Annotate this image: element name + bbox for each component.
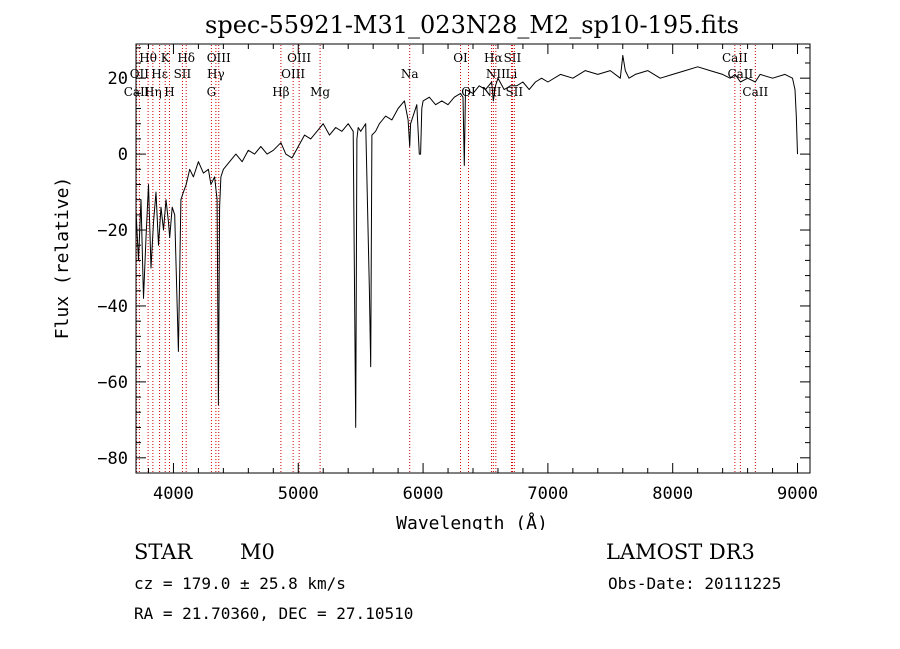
y-axis-label: Flux (relative) [52,177,73,340]
line-marker-label: OIII [281,67,305,81]
series-line-flux [135,54,798,428]
coordinates: RA = 21.70360, DEC = 27.10510 [134,604,414,623]
line-marker-label: K [161,51,171,65]
object-class: STAR [134,540,193,564]
line-marker-label: Li [506,67,518,81]
y-tick-label: −80 [97,449,128,469]
line-marker-label: Hη [144,85,162,99]
line-marker-label: Hα [484,51,503,65]
line-marker-label: G [207,85,217,99]
line-marker-label: OIII [207,51,231,65]
x-tick-label: 8000 [652,484,693,504]
x-tick-label: 5000 [278,484,319,504]
line-marker-label: OII [130,67,150,81]
x-axis-label: Wavelength (Å) [396,512,548,530]
plot-frame [135,43,811,474]
object-subclass: M0 [240,540,275,564]
x-tick-label: 6000 [403,484,444,504]
line-marker-label: CaII [742,85,768,99]
line-marker-label: NII [481,85,501,99]
line-marker-label: OIII [287,51,311,65]
y-tick-label: 20 [108,69,128,89]
obs-date: Obs-Date: 20111225 [608,574,782,593]
line-marker-label: Hβ [272,85,289,99]
x-tick-label: 7000 [527,484,568,504]
y-tick-label: −40 [97,297,128,317]
line-marker-label: OI [453,51,468,65]
y-tick-label: 0 [118,145,128,165]
axis-ticks: 4000 5000 6000 7000 8000 9000 −80 −60 −40 −20 0 20 [97,44,818,504]
line-marker-label: Hε [151,67,168,81]
line-marker-label: Mg [310,85,330,99]
line-marker-label: Hγ [207,67,225,81]
line-marker-label: SII [504,51,522,65]
line-marker-label: Na [401,67,419,81]
y-tick-label: −60 [97,373,128,393]
line-marker-label: H [164,85,174,99]
line-marker-label: Hθ [139,51,157,65]
chart-title: spec-55921-M31_023N28_M2_sp10-195.fits [205,11,739,39]
line-marker-label: Hδ [177,51,195,65]
line-marker-label: CaII [124,85,150,99]
series-layer [135,54,798,428]
x-tick-label: 9000 [777,484,818,504]
line-marker-label: CaII [722,51,748,65]
line-markers: HθOIICaIIHηHεKHSIIHδGHγOIIIHβOIIIOIIIMgN… [124,45,768,472]
spectrum-plot: spec-55921-M31_023N28_M2_sp10-195.fits H… [52,11,818,530]
line-marker-label: NII [486,67,506,81]
survey-name: LAMOST DR3 [606,540,755,564]
line-marker-label: SII [174,67,192,81]
x-tick-label: 4000 [153,484,194,504]
line-marker-label: SII [505,85,523,99]
redshift-readout: cz = 179.0 ± 25.8 km/s [134,574,346,593]
y-tick-label: −20 [97,221,128,241]
line-marker-label: CaII [727,67,753,81]
